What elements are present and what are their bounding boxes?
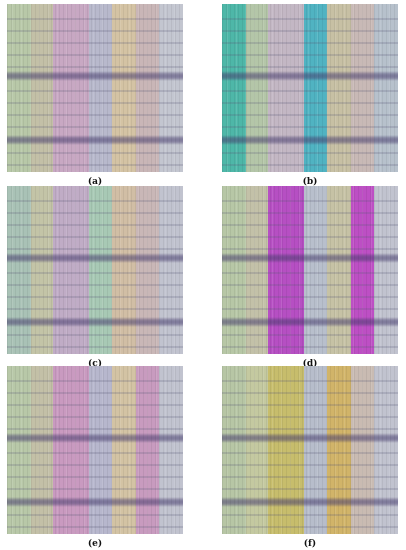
stripe [327, 4, 351, 172]
stripe [351, 4, 374, 172]
stripe [53, 366, 89, 534]
stripe [31, 186, 53, 354]
stripe [159, 186, 183, 354]
stripe [222, 186, 246, 354]
panel-f: (f) [222, 366, 398, 549]
stripe [136, 366, 159, 534]
stripe [327, 186, 351, 354]
stripe [304, 366, 327, 534]
stripe [7, 4, 31, 172]
stripe [268, 4, 304, 172]
panel-e-caption: (e) [87, 539, 103, 549]
stripe [351, 186, 374, 354]
stripe [112, 186, 136, 354]
panel-e-image [7, 366, 183, 534]
stripe [31, 366, 53, 534]
stripe [246, 366, 268, 534]
stripe [327, 366, 351, 534]
stripe [136, 186, 159, 354]
stripe [304, 4, 327, 172]
stripe [89, 186, 112, 354]
stripe [89, 366, 112, 534]
panel-a-caption: (a) [87, 177, 103, 187]
stripe [53, 186, 89, 354]
stripe [159, 4, 183, 172]
stripe [53, 4, 89, 172]
panel-d: (d) [222, 186, 398, 369]
stripe [112, 4, 136, 172]
stripe [222, 366, 246, 534]
stripe [136, 4, 159, 172]
panel-a: (a) [7, 4, 183, 187]
stripe [31, 4, 53, 172]
stripe [246, 186, 268, 354]
stripe [7, 366, 31, 534]
panel-d-caption: (d) [302, 359, 318, 369]
stripe [351, 366, 374, 534]
stripe [374, 186, 398, 354]
panel-f-image [222, 366, 398, 534]
panel-a-image [7, 4, 183, 172]
stripe [112, 366, 136, 534]
stripe [7, 186, 31, 354]
stripe [222, 4, 246, 172]
panel-d-image [222, 186, 398, 354]
panel-c-caption: (c) [88, 359, 102, 369]
stripe [246, 4, 268, 172]
stripe [374, 4, 398, 172]
stripe [304, 186, 327, 354]
panel-c-image [7, 186, 183, 354]
stripe [268, 366, 304, 534]
panel-b: (b) [222, 4, 398, 187]
panel-b-caption: (b) [302, 177, 318, 187]
stripe [89, 4, 112, 172]
panel-b-image [222, 4, 398, 172]
panel-e: (e) [7, 366, 183, 549]
panel-c: (c) [7, 186, 183, 369]
panel-f-caption: (f) [303, 539, 317, 549]
stripe [159, 366, 183, 534]
stripe [374, 366, 398, 534]
stripe [268, 186, 304, 354]
